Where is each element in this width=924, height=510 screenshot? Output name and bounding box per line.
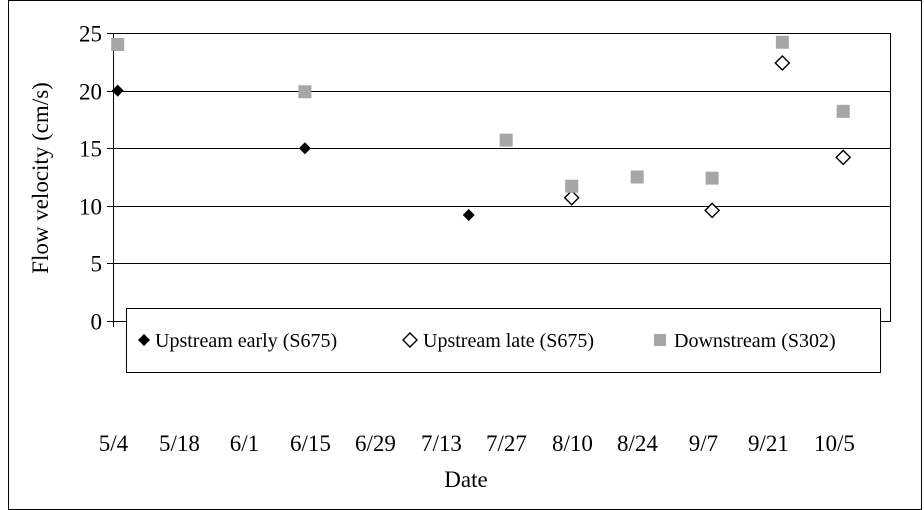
y-axis: 0 5 10 15 20 25: [79, 22, 113, 335]
data-point-series-2: [705, 171, 719, 185]
legend: Upstream early (S675) Upstream late (S67…: [126, 308, 881, 373]
data-point-series-1: [563, 189, 580, 206]
data-point-series-2: [111, 38, 125, 52]
data-point-series-2: [630, 170, 644, 184]
legend-label-upstream-late: Upstream late (S675): [423, 330, 594, 352]
x-tick-label: 10/5: [814, 431, 855, 456]
legend-box: [126, 308, 881, 373]
data-point-series-2: [775, 35, 789, 49]
data-point-series-0: [298, 142, 311, 155]
x-tick-label: 8/10: [552, 431, 593, 456]
x-tick-label: 6/15: [290, 431, 331, 456]
data-point-series-2: [565, 179, 579, 193]
x-tick-label: 8/24: [617, 431, 658, 456]
x-tick-label: 7/27: [486, 431, 527, 456]
x-tick-label: 9/21: [748, 431, 789, 456]
y-axis-label: Flow velocity (cm/s): [28, 82, 53, 274]
data-point-series-2: [298, 85, 312, 99]
data-point-series-2: [836, 104, 850, 118]
data-point-series-0: [462, 209, 475, 222]
data-point-series-1: [704, 202, 721, 219]
x-tick-label: 5/18: [159, 431, 200, 456]
y-tick-label: 5: [91, 252, 103, 277]
gridlines: [113, 91, 890, 264]
data-point-series-2: [499, 133, 513, 147]
data-point-series-1: [835, 149, 852, 166]
legend-marker-upstream-early: [138, 334, 150, 346]
y-tick-label: 25: [79, 22, 102, 47]
x-tick-label: 6/1: [230, 431, 259, 456]
data-point-series-1: [774, 54, 791, 71]
x-axis: 5/4 5/18 6/1 6/15 6/29 7/13 7/27 8/10 8/24 9/7 9/2…: [99, 321, 855, 456]
x-tick-label: 5/4: [99, 431, 129, 456]
x-tick-label: 9/7: [689, 431, 718, 456]
x-tick-label: 7/13: [421, 431, 462, 456]
data-points: [111, 35, 852, 222]
y-tick-label: 20: [79, 80, 102, 105]
chart-area-border: [8, 0, 922, 510]
x-axis-label: Date: [444, 467, 487, 492]
data-point-series-0: [111, 84, 124, 97]
legend-label-downstream: Downstream (S302): [674, 330, 836, 352]
legend-label-upstream-early: Upstream early (S675): [155, 330, 337, 352]
legend-marker-downstream: [654, 334, 666, 346]
y-tick-label: 10: [79, 195, 102, 220]
y-tick-label: 0: [91, 310, 103, 335]
legend-marker-upstream-late: [402, 332, 418, 348]
y-tick-label: 15: [79, 137, 102, 162]
x-tick-label: 6/29: [355, 431, 396, 456]
